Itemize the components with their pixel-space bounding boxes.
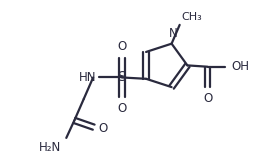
Text: O: O bbox=[203, 92, 212, 105]
Text: O: O bbox=[117, 40, 127, 53]
Text: H₂N: H₂N bbox=[39, 141, 62, 154]
Text: N: N bbox=[168, 27, 177, 40]
Text: O: O bbox=[99, 122, 108, 135]
Text: HN: HN bbox=[79, 71, 96, 84]
Text: O: O bbox=[117, 102, 127, 115]
Text: CH₃: CH₃ bbox=[181, 12, 202, 22]
Text: S: S bbox=[117, 70, 126, 84]
Text: OH: OH bbox=[231, 60, 249, 73]
